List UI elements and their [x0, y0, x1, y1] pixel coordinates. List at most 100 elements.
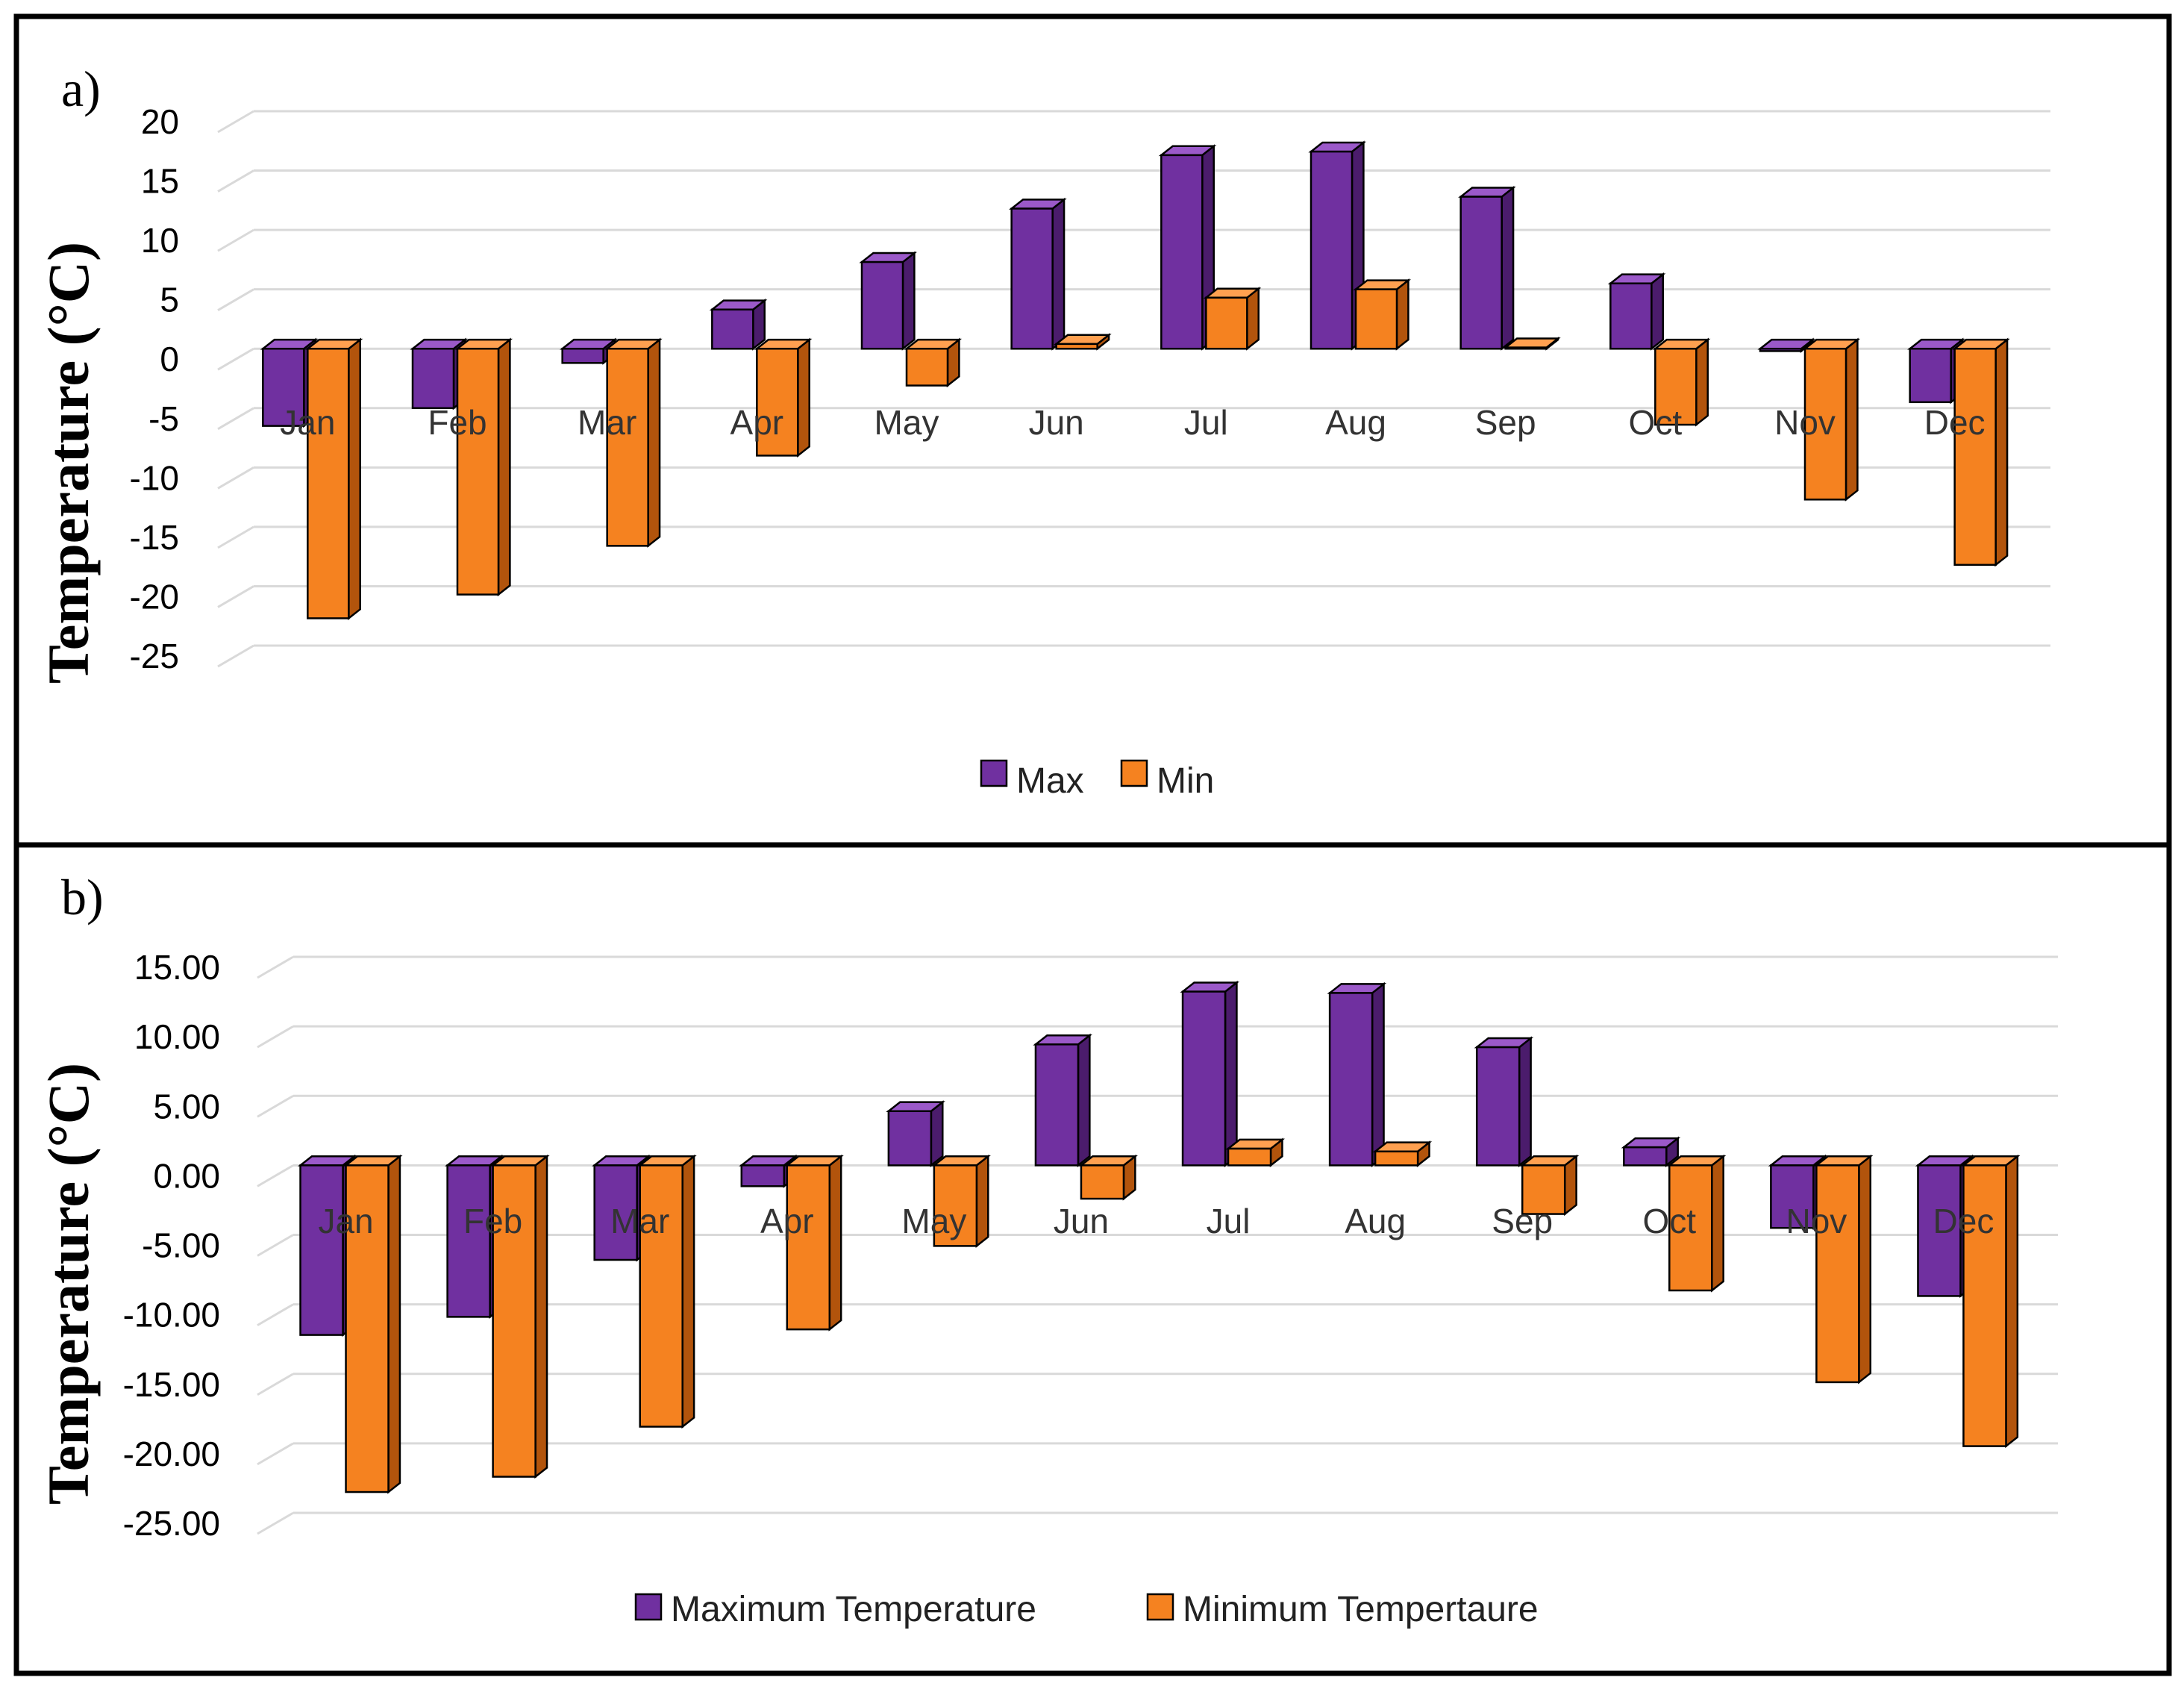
bar-max-apr — [709, 299, 768, 351]
bar-min-dec — [1960, 1154, 2021, 1449]
x-category-label-oct: Oct — [1643, 1202, 1697, 1240]
bar-front — [1475, 1046, 1521, 1167]
bar-min-jun — [1054, 333, 1112, 351]
bar-min-jan — [342, 1154, 403, 1494]
bar-min-jul — [1225, 1137, 1286, 1167]
bar-min-oct — [1652, 337, 1711, 427]
bar-front — [1160, 154, 1204, 350]
panel-b-label: b) — [61, 869, 104, 925]
bar-front — [860, 260, 904, 350]
x-category-label-may: May — [874, 403, 939, 442]
bar-max-may — [859, 251, 918, 351]
y-tick-label: 0 — [160, 340, 179, 378]
legend-maximum-label: Maximum Temperature — [671, 1590, 1036, 1629]
y-tick-label: 0.00 — [153, 1156, 220, 1195]
panel-a-label: a) — [61, 60, 101, 117]
bar-min-may — [931, 1154, 991, 1248]
bar-min-sep — [1503, 336, 1561, 351]
gridline-depth — [257, 1373, 294, 1396]
bars — [297, 980, 2021, 1494]
legend-max-label: Max — [1016, 761, 1084, 801]
bar-max-oct — [1621, 1136, 1681, 1167]
x-category-label-aug: Aug — [1325, 403, 1386, 442]
bar-side — [1858, 1154, 1872, 1384]
bar-front — [1310, 150, 1354, 350]
y-tick-label: 20 — [141, 102, 179, 141]
bar-front — [756, 347, 799, 457]
bar-min-jun — [1078, 1154, 1138, 1201]
bar-side — [348, 337, 361, 620]
x-category-label-apr: Apr — [760, 1202, 814, 1240]
x-category-label-jul: Jul — [1184, 403, 1228, 442]
bar-front — [1055, 343, 1098, 350]
gridline-depth — [217, 347, 254, 371]
bar-min-sep — [1519, 1154, 1580, 1217]
bar-front — [1080, 1164, 1125, 1200]
gridline-depth — [217, 288, 254, 311]
x-category-label-jan: Jan — [318, 1202, 373, 1240]
y-tick-label: 15 — [141, 162, 179, 201]
bar-min-nov — [1802, 337, 1861, 502]
bar-front — [1010, 207, 1054, 350]
bar-min-aug — [1372, 1140, 1433, 1167]
bar-front — [786, 1164, 831, 1331]
y-tick-label: -10.00 — [123, 1296, 220, 1334]
bar-front — [1205, 296, 1248, 350]
bar-max-oct — [1607, 272, 1666, 351]
bar-side — [497, 337, 511, 597]
bar-side — [797, 337, 810, 458]
gridline-depth — [257, 1025, 294, 1049]
y-tick-label: 5 — [160, 281, 179, 319]
bar-front — [1759, 347, 1803, 352]
bar-front — [1459, 196, 1503, 350]
bar-front — [262, 347, 305, 427]
bar-side — [1994, 337, 2009, 567]
bar-front — [593, 1164, 638, 1261]
x-category-label-sep: Sep — [1492, 1202, 1553, 1240]
bar-front — [1953, 347, 1997, 566]
bar-side — [1650, 272, 1664, 351]
bar-side — [1711, 1154, 1724, 1293]
x-category-label-sep: Sep — [1475, 403, 1536, 442]
bar-front — [1521, 1164, 1566, 1215]
bar-front — [345, 1164, 389, 1493]
gridline-depth — [217, 525, 254, 549]
bar-side — [1051, 197, 1066, 351]
legend-minimum-swatch — [1146, 1593, 1174, 1621]
x-category-label-mar: Mar — [610, 1202, 669, 1240]
gridline-depth — [217, 169, 254, 193]
bar-front — [1227, 1147, 1272, 1167]
x-category-label-feb: Feb — [463, 1202, 522, 1240]
bar-front — [307, 347, 350, 619]
bar-side — [1695, 337, 1709, 427]
bar-front — [711, 308, 754, 350]
bar-front — [456, 347, 500, 596]
panel-a-y-axis-label: Temperature (°C) — [36, 242, 101, 684]
bar-front — [1504, 346, 1548, 350]
bar-min-apr — [754, 337, 813, 458]
bar-min-feb — [490, 1154, 550, 1479]
bar-side — [828, 1154, 842, 1332]
x-category-label-jul: Jul — [1207, 1202, 1251, 1240]
bar-min-mar — [604, 337, 663, 548]
x-category-label-feb: Feb — [428, 403, 486, 442]
y-tick-label: -15.00 — [123, 1365, 220, 1404]
bar-min-oct — [1666, 1154, 1727, 1293]
panel-b-plot: 15.00 10.00 5.00 0.00 -5.00 -10.00 -15.00 -20.0… — [123, 948, 2058, 1543]
x-category-label-jan: Jan — [280, 403, 335, 442]
bar-front — [933, 1164, 978, 1247]
gridline-depth — [257, 1303, 294, 1326]
y-tick-label: -25.00 — [123, 1504, 220, 1543]
bar-front — [492, 1164, 536, 1478]
panel-a-plot: 20 15 10 5 0 -5 -10 -15 -20 -25 Jan Feb Mar Apr May Jun… — [130, 102, 2050, 675]
bar-front — [606, 347, 649, 547]
bar-max-nov — [1757, 337, 1816, 353]
bar-side — [1224, 980, 1238, 1167]
y-tick-label: -20 — [130, 577, 179, 616]
panel-a: a) Temperature (°C) 20 15 10 5 0 -5 -10 -15 -20 -… — [13, 13, 2172, 848]
panel-b-y-axis-label: Temperature (°C) — [36, 1063, 101, 1505]
legend-max-swatch — [980, 759, 1008, 787]
bar-side — [387, 1154, 401, 1494]
bar-front — [1328, 992, 1374, 1167]
